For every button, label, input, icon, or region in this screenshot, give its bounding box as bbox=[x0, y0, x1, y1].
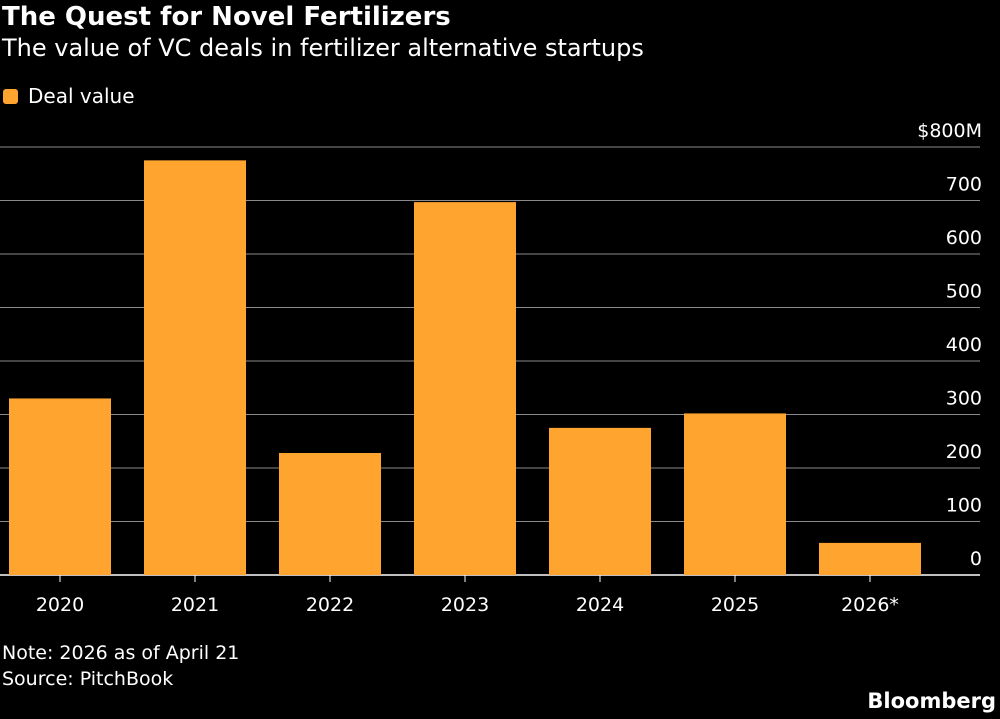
bar bbox=[144, 160, 246, 575]
bar bbox=[819, 542, 921, 575]
y-tick-label: 0 bbox=[970, 548, 982, 570]
y-axis-ticks: 0 100 200 300 400 500 600 700 $800M bbox=[917, 120, 982, 570]
y-tick-label: 600 bbox=[946, 227, 982, 249]
x-tick-label: 2022 bbox=[306, 594, 354, 616]
x-tick-label: 2024 bbox=[576, 594, 624, 616]
y-tick-label: 300 bbox=[946, 388, 982, 410]
x-tick-label: 2026* bbox=[841, 594, 899, 616]
legend-label: Deal value bbox=[28, 84, 135, 108]
bar bbox=[9, 398, 111, 575]
bar bbox=[279, 453, 381, 575]
bar bbox=[684, 413, 786, 575]
chart-subtitle: The value of VC deals in fertilizer alte… bbox=[2, 34, 644, 62]
legend-swatch bbox=[3, 88, 18, 104]
x-tick-label: 2025 bbox=[711, 594, 759, 616]
bars bbox=[9, 160, 921, 576]
bar bbox=[549, 427, 651, 575]
y-tick-label: 200 bbox=[946, 441, 982, 463]
y-tick-label: 700 bbox=[946, 174, 982, 196]
x-axis-ticks: 2020 2021 2022 2023 2024 2025 2026* bbox=[36, 575, 899, 616]
bar bbox=[414, 202, 516, 576]
chart-note: Note: 2026 as of April 21 bbox=[2, 642, 240, 664]
chart-source: Source: PitchBook bbox=[2, 668, 174, 690]
y-tick-label: $800M bbox=[917, 120, 982, 142]
y-tick-label: 100 bbox=[946, 495, 982, 517]
chart-title: The Quest for Novel Fertilizers bbox=[2, 2, 451, 32]
bloomberg-logo: Bloomberg bbox=[867, 689, 996, 713]
y-tick-label: 500 bbox=[946, 281, 982, 303]
x-tick-label: 2020 bbox=[36, 594, 84, 616]
y-tick-label: 400 bbox=[946, 334, 982, 356]
legend: Deal value bbox=[3, 84, 135, 108]
x-tick-label: 2021 bbox=[171, 594, 219, 616]
x-tick-label: 2023 bbox=[441, 594, 489, 616]
